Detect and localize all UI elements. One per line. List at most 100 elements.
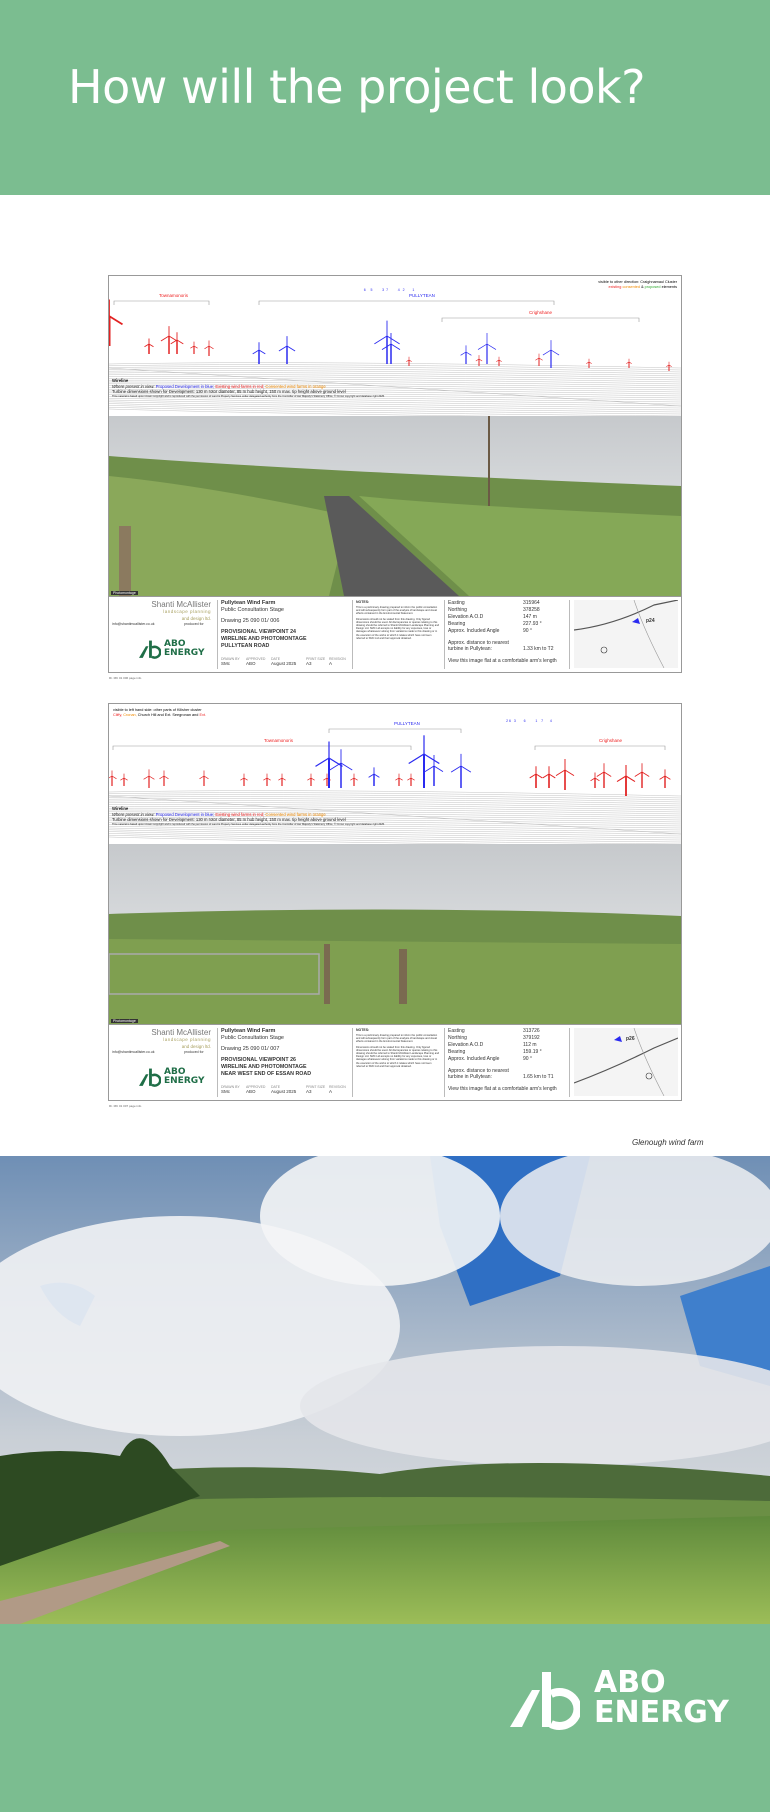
turbine bbox=[240, 773, 248, 786]
wireline-drawing bbox=[109, 728, 681, 844]
turbine bbox=[406, 356, 412, 366]
terrain-line bbox=[109, 368, 681, 375]
viewpoint-map-label: p24 bbox=[646, 618, 655, 624]
visibility-note: visible to other direction: Craighnamaul… bbox=[598, 280, 677, 289]
terrain-line bbox=[109, 802, 681, 809]
data-row: Bearing 227.93 ° bbox=[448, 621, 542, 627]
terrain-line bbox=[109, 822, 681, 831]
terrain-line bbox=[109, 835, 681, 844]
terrain-line bbox=[109, 364, 681, 371]
turbine bbox=[555, 759, 575, 790]
terrain-line bbox=[109, 806, 681, 813]
turbine-numbers: 2 6 3 6 1 7 4 bbox=[506, 719, 552, 723]
cluster-bracket bbox=[112, 745, 412, 750]
title-block: Shanti McAllister landscape planning and d… bbox=[109, 1024, 681, 1100]
terrain-line bbox=[109, 407, 681, 416]
footnote: Rr. MK 01 007 page info bbox=[109, 1104, 142, 1108]
turbine bbox=[460, 345, 472, 364]
turbine bbox=[477, 333, 497, 364]
turbine bbox=[450, 753, 472, 788]
terrain-line bbox=[109, 808, 681, 815]
terrain-line bbox=[109, 374, 681, 381]
wireline-section: Townamonoris PULLYTEAN Crighshane 2 6 3 6 … bbox=[109, 704, 681, 844]
turbine bbox=[204, 340, 214, 356]
cluster-label: Crighshane bbox=[529, 310, 553, 315]
viewpoint-sheet: Townamonoris PULLYTEAN Crighshane 6 5 3 7 … bbox=[108, 275, 682, 680]
data-row: Elevation A.O.D 147 m bbox=[448, 614, 537, 620]
turbine bbox=[109, 299, 123, 346]
terrain-line bbox=[109, 380, 681, 387]
viewpoint-map-label: p26 bbox=[626, 1036, 635, 1042]
terrain-line bbox=[109, 394, 681, 403]
turbine bbox=[252, 342, 266, 364]
cluster-label: Townamonoris bbox=[159, 293, 189, 298]
terrain-line bbox=[109, 398, 681, 407]
turbine-numbers: 6 5 3 7 4 2 1 bbox=[363, 288, 415, 292]
logo-text: ABO ENERGY bbox=[594, 1665, 729, 1730]
notes-block: NOTES: This is a preliminary drawing pre… bbox=[352, 1028, 444, 1097]
project-block: Pullytean Wind Farm Public Consultation … bbox=[217, 600, 352, 669]
terrain-line bbox=[109, 385, 681, 393]
cluster-label: PULLYTEAN bbox=[409, 293, 435, 298]
data-row: Easting 315964 bbox=[448, 600, 540, 606]
turbine bbox=[496, 356, 502, 366]
terrain-line bbox=[109, 827, 681, 837]
turbine bbox=[278, 336, 296, 364]
viewpoint-sheet: Townamonoris PULLYTEAN Crighshane 2 6 3 6 … bbox=[108, 703, 682, 1108]
turbine bbox=[626, 358, 632, 368]
location-map: p26 bbox=[569, 1027, 681, 1097]
terrain-line bbox=[109, 372, 681, 379]
turbine bbox=[659, 769, 671, 788]
cluster-bracket bbox=[534, 745, 666, 750]
terrain-line bbox=[109, 820, 681, 829]
terrain-line bbox=[109, 403, 681, 413]
turbine bbox=[170, 332, 184, 354]
turbine bbox=[424, 755, 444, 786]
turbine bbox=[190, 341, 198, 354]
header-banner: How will the project look? bbox=[0, 0, 770, 195]
cluster-bracket bbox=[441, 317, 640, 322]
viewpoint-data: Easting 315964 Northing 378258 Elevation A.O… bbox=[444, 600, 569, 669]
meta-field: REVISION A bbox=[329, 1085, 346, 1094]
meta-field: DATE August 2025 bbox=[271, 1085, 297, 1094]
terrain-line bbox=[109, 366, 681, 373]
photomontage: Photomontage bbox=[109, 844, 681, 1024]
turbine bbox=[408, 735, 440, 788]
turbine bbox=[144, 338, 154, 354]
wireline-legend: Wireline Where present in view: Proposed… bbox=[112, 806, 385, 826]
data-row: Bearing 159.19 ° bbox=[448, 1049, 542, 1055]
turbine bbox=[616, 765, 636, 796]
terrain-line bbox=[109, 401, 681, 411]
terrain-line bbox=[109, 376, 681, 383]
turbine bbox=[120, 773, 128, 786]
meta-field: PRINT SIZE A3 bbox=[306, 1085, 326, 1094]
abo-energy-logo: ABO ENERGY bbox=[139, 640, 204, 662]
wireline-legend: Wireline Where present in view: Proposed… bbox=[112, 378, 385, 398]
terrain-line bbox=[109, 399, 681, 409]
turbine bbox=[278, 773, 286, 786]
turbine bbox=[395, 773, 403, 786]
turbine bbox=[542, 766, 556, 788]
notes-block: NOTES: This is a preliminary drawing pre… bbox=[352, 600, 444, 669]
terrain-line bbox=[109, 378, 681, 385]
page-title: How will the project look? bbox=[68, 60, 646, 114]
abo-logo-mark-icon bbox=[139, 640, 162, 659]
meta-field: DRAWN BY SMc bbox=[221, 1085, 240, 1094]
terrain-line bbox=[109, 795, 681, 835]
data-row: Approx. Included Angle 90 ° bbox=[448, 1056, 532, 1062]
author-block: Shanti McAllister landscape planning and d… bbox=[109, 1028, 215, 1097]
visibility-note: visible to left hand side: other parts o… bbox=[113, 708, 206, 717]
terrain-line bbox=[109, 405, 681, 415]
turbine bbox=[529, 766, 543, 788]
turbine bbox=[586, 358, 592, 368]
terrain-line bbox=[109, 790, 681, 797]
terrain-line bbox=[109, 408, 492, 416]
landscape-photo bbox=[0, 1156, 770, 1624]
terrain-line bbox=[109, 392, 681, 401]
turbine bbox=[199, 770, 209, 786]
project-block: Pullytean Wind Farm Public Consultation … bbox=[217, 1028, 352, 1097]
title-block: Shanti McAllister landscape planning and d… bbox=[109, 596, 681, 672]
terrain-line bbox=[109, 831, 681, 841]
terrain-line bbox=[109, 829, 681, 839]
terrain-line bbox=[109, 381, 681, 389]
